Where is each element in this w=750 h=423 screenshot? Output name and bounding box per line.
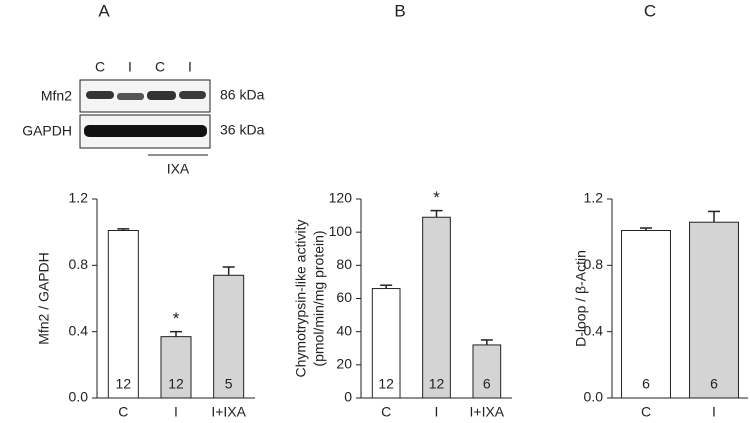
bar [472,344,502,399]
n-label: 12 [429,376,445,392]
bar [213,274,245,399]
x-tick-label: C [641,404,651,420]
x-tick-label: I+IXA [470,404,505,420]
y-tick-label: 0.8 [69,256,89,272]
n-label: 12 [378,376,394,392]
panel-label: B [394,1,405,20]
y-tick-label: 1.2 [584,190,604,206]
bar [422,216,451,399]
band [84,125,207,137]
bar [371,288,401,399]
x-tick-label: I+IXA [211,404,246,420]
blot: C I C I Mfn2 GAPDH 86 kDa 36 kDa IXA [22,59,264,177]
size-label: 36 kDa [220,122,265,138]
y-tick-label: 0.4 [584,322,604,338]
lane-label: I [128,59,132,75]
row-label: GAPDH [22,123,72,139]
x-tick-label: I [435,404,439,420]
group-label: IXA [167,161,190,177]
y-tick-label: 0.0 [69,389,89,405]
y-axis-label: D-loop / β-Actin [573,250,589,347]
n-label: 12 [116,376,132,392]
panel-label: C [644,1,656,20]
lane-label: C [95,59,105,75]
y-tick-label: 120 [329,190,353,206]
annotation: * [173,309,180,328]
n-label: 12 [168,376,184,392]
y-tick-label: 0 [344,389,352,405]
y-tick-label: 100 [329,223,353,239]
n-label: 6 [483,376,491,392]
lane-label: I [188,59,192,75]
band [86,91,114,99]
band [179,91,206,99]
lane-label: C [155,59,165,75]
y-axis-label: Mfn2 / GAPDH [36,252,52,345]
y-tick-label: 1.2 [69,190,89,206]
x-tick-label: C [381,404,391,420]
y-tick-label: 0.4 [69,322,89,338]
x-tick-label: I [174,404,178,420]
n-label: 6 [642,376,650,392]
n-label: 5 [225,376,233,392]
y-tick-label: 40 [336,322,352,338]
bar [621,230,671,399]
y-tick-label: 0.0 [584,389,604,405]
y-tick-label: 60 [336,289,352,305]
annotation: * [433,188,440,207]
band [117,93,144,100]
y-tick-label: 0.8 [584,256,604,272]
x-tick-label: I [712,404,716,420]
y-axis-label: Chymotrypsin-like activity [293,220,309,378]
y-tick-label: 20 [336,356,352,372]
row-label: Mfn2 [41,88,72,104]
x-tick-label: C [118,404,128,420]
size-label: 86 kDa [220,87,265,103]
bar [107,230,139,399]
y-tick-label: 80 [336,256,352,272]
panel-label: A [98,1,110,20]
y-axis-label: (pmol/min/mg protein) [311,230,327,366]
n-label: 6 [710,376,718,392]
band [147,91,176,100]
bar [689,221,739,399]
